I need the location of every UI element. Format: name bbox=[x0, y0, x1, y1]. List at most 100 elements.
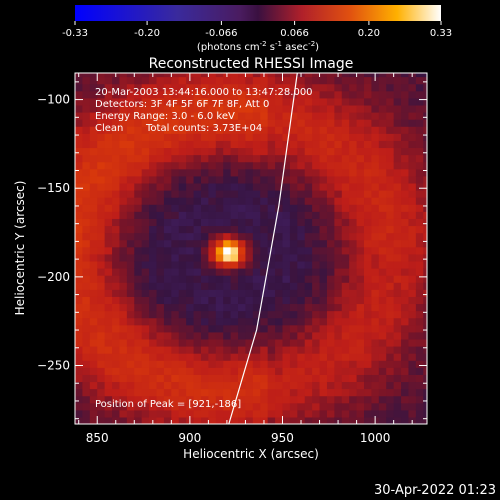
heatmap-cell bbox=[230, 197, 239, 205]
heatmap-cell bbox=[275, 154, 284, 163]
heatmap-cell bbox=[134, 367, 143, 375]
heatmap-cell bbox=[349, 140, 358, 149]
heatmap-cell bbox=[171, 97, 180, 106]
heatmap-cell bbox=[75, 175, 84, 184]
heatmap-cell bbox=[223, 402, 232, 411]
heatmap-cell bbox=[126, 303, 135, 312]
heatmap-cell bbox=[238, 289, 247, 297]
heatmap-cell bbox=[334, 211, 343, 219]
heatmap-cell bbox=[193, 310, 202, 319]
heatmap-cell bbox=[326, 346, 335, 354]
heatmap-cell bbox=[260, 182, 269, 191]
heatmap-cell bbox=[401, 239, 410, 248]
heatmap-cell bbox=[230, 182, 239, 191]
heatmap-cell bbox=[401, 367, 410, 375]
heatmap-cell bbox=[149, 324, 158, 333]
heatmap-cell bbox=[393, 260, 402, 269]
heatmap-cell bbox=[97, 197, 106, 205]
heatmap-cell bbox=[289, 353, 298, 361]
heatmap-cell bbox=[208, 360, 217, 368]
heatmap-cell bbox=[126, 204, 135, 212]
heatmap-cell bbox=[223, 296, 232, 305]
heatmap-cell bbox=[149, 104, 158, 113]
heatmap-cell bbox=[334, 140, 343, 149]
heatmap-cell bbox=[297, 275, 306, 283]
heatmap-cell bbox=[215, 402, 224, 411]
heatmap-cell bbox=[75, 310, 84, 319]
heatmap-cell bbox=[141, 218, 150, 227]
heatmap-cell bbox=[238, 161, 247, 170]
heatmap-cell bbox=[223, 175, 232, 184]
heatmap-cell bbox=[386, 133, 395, 141]
heatmap-cell bbox=[349, 161, 358, 170]
heatmap-cell bbox=[104, 416, 113, 424]
heatmap-cell bbox=[178, 268, 187, 276]
heatmap-cell bbox=[371, 367, 380, 375]
heatmap-cell bbox=[260, 140, 269, 149]
heatmap-cell bbox=[215, 154, 224, 163]
heatmap-cell bbox=[126, 147, 135, 156]
heatmap-cell bbox=[75, 282, 84, 290]
heatmap-cell bbox=[89, 260, 98, 269]
heatmap-cell bbox=[401, 395, 410, 404]
heatmap-cell bbox=[134, 73, 143, 78]
heatmap-cell bbox=[334, 317, 343, 326]
heatmap-cell bbox=[326, 310, 335, 319]
heatmap-cell bbox=[245, 353, 254, 361]
heatmap-cell bbox=[423, 83, 427, 92]
heatmap-cell bbox=[289, 317, 298, 326]
heatmap-cell bbox=[104, 289, 113, 297]
heatmap-cell bbox=[423, 197, 427, 205]
heatmap-cell bbox=[319, 126, 328, 134]
heatmap-cell bbox=[89, 310, 98, 319]
solar-limb-curve bbox=[228, 73, 298, 424]
heatmap-cell bbox=[193, 133, 202, 141]
heatmap-cell bbox=[223, 282, 232, 290]
heatmap-cell bbox=[401, 310, 410, 319]
heatmap-cell bbox=[104, 168, 113, 177]
heatmap-cell bbox=[223, 310, 232, 319]
heatmap-cell bbox=[200, 175, 209, 184]
heatmap-cell bbox=[401, 182, 410, 191]
heatmap-cell bbox=[215, 73, 224, 78]
heatmap-cell bbox=[371, 289, 380, 297]
heatmap-cell bbox=[134, 416, 143, 424]
heatmap-cell bbox=[364, 104, 373, 113]
heatmap-cell bbox=[378, 104, 387, 113]
heatmap-cell bbox=[260, 367, 269, 375]
heatmap-cell bbox=[349, 317, 358, 326]
heatmap-cell bbox=[364, 175, 373, 184]
heatmap-cell bbox=[289, 331, 298, 340]
heatmap-cell bbox=[378, 416, 387, 424]
heatmap-cell bbox=[208, 83, 217, 92]
heatmap-cell bbox=[193, 211, 202, 219]
heatmap-cell bbox=[275, 133, 284, 141]
heatmap-cell bbox=[126, 402, 135, 411]
heatmap-cell bbox=[186, 182, 195, 191]
heatmap-cell bbox=[82, 197, 91, 205]
heatmap-cell bbox=[393, 296, 402, 305]
heatmap-cell bbox=[401, 232, 410, 241]
heatmap-cell bbox=[289, 346, 298, 354]
heatmap-cell bbox=[97, 416, 106, 424]
heatmap-cell bbox=[423, 97, 427, 106]
heatmap-cell bbox=[149, 260, 158, 269]
heatmap-cell bbox=[97, 296, 106, 305]
heatmap-cell bbox=[215, 119, 224, 127]
heatmap-cell bbox=[349, 367, 358, 375]
heatmap-cell bbox=[193, 218, 202, 227]
heatmap-cell bbox=[326, 76, 335, 85]
heatmap-cell bbox=[267, 268, 276, 276]
heatmap-cell bbox=[156, 381, 165, 390]
heatmap-cell bbox=[238, 317, 247, 326]
heatmap-cell bbox=[423, 296, 427, 305]
heatmap-cell bbox=[149, 119, 158, 127]
heatmap-cell bbox=[126, 353, 135, 361]
heatmap-cell bbox=[119, 374, 128, 383]
heatmap-cell bbox=[349, 154, 358, 163]
heatmap-cell bbox=[371, 104, 380, 113]
heatmap-cell bbox=[215, 97, 224, 106]
heatmap-cell bbox=[208, 197, 217, 205]
heatmap-cell bbox=[112, 175, 121, 184]
heatmap-cell bbox=[230, 168, 239, 177]
